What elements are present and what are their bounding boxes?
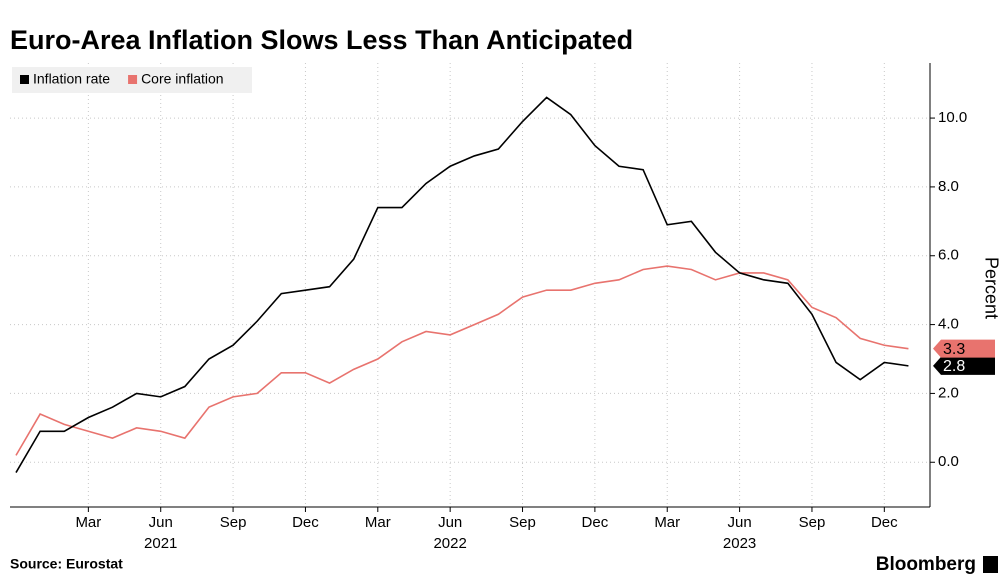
legend-swatch — [20, 75, 29, 84]
y-tick-label: 8.0 — [938, 178, 959, 195]
y-tick-label: 4.0 — [938, 316, 959, 333]
x-tick-label: Dec — [582, 514, 609, 531]
end-label: 2.8 — [933, 356, 995, 375]
end-label-tag — [933, 356, 995, 375]
end-label-text: 2.8 — [943, 358, 965, 375]
x-tick-label: Jun — [438, 514, 462, 531]
source: Source: Eurostat — [10, 556, 123, 572]
x-tick-label: Mar — [365, 514, 391, 531]
y-axis-label: Percent — [981, 257, 1001, 319]
end-label-text: 3.3 — [943, 341, 965, 358]
x-tick-label: Jun — [728, 514, 752, 531]
y-tick-label: 10.0 — [938, 109, 967, 126]
y-tick-label: 6.0 — [938, 247, 959, 264]
x-year-label: 2022 — [433, 535, 466, 552]
y-tick-label: 0.0 — [938, 453, 959, 470]
end-label: 3.3 — [933, 339, 995, 358]
legend-swatch — [128, 75, 138, 84]
legend: Inflation rate Core inflation — [12, 67, 252, 93]
line-series — [15, 96, 909, 473]
x-tick-label: Mar — [75, 514, 101, 531]
brand: Bloomberg — [876, 554, 976, 575]
end-label-tag — [933, 339, 995, 358]
line-series — [15, 265, 909, 456]
chart-title: Euro-Area Inflation Slows Less Than Anti… — [10, 25, 633, 55]
x-tick-label: Sep — [799, 514, 826, 531]
x-tick-label: Dec — [871, 514, 898, 531]
legend-label: Core inflation — [141, 71, 224, 87]
x-tick-label: Jun — [149, 514, 173, 531]
legend-label: Inflation rate — [33, 71, 110, 87]
x-tick-label: Sep — [509, 514, 536, 531]
x-tick-label: Sep — [220, 514, 247, 531]
y-tick-label: 2.0 — [938, 384, 959, 401]
x-tick-label: Mar — [654, 514, 680, 531]
x-tick-label: Dec — [292, 514, 319, 531]
x-year-label: 2023 — [723, 535, 756, 552]
x-year-label: 2021 — [144, 535, 177, 552]
brand-icon — [983, 556, 998, 573]
